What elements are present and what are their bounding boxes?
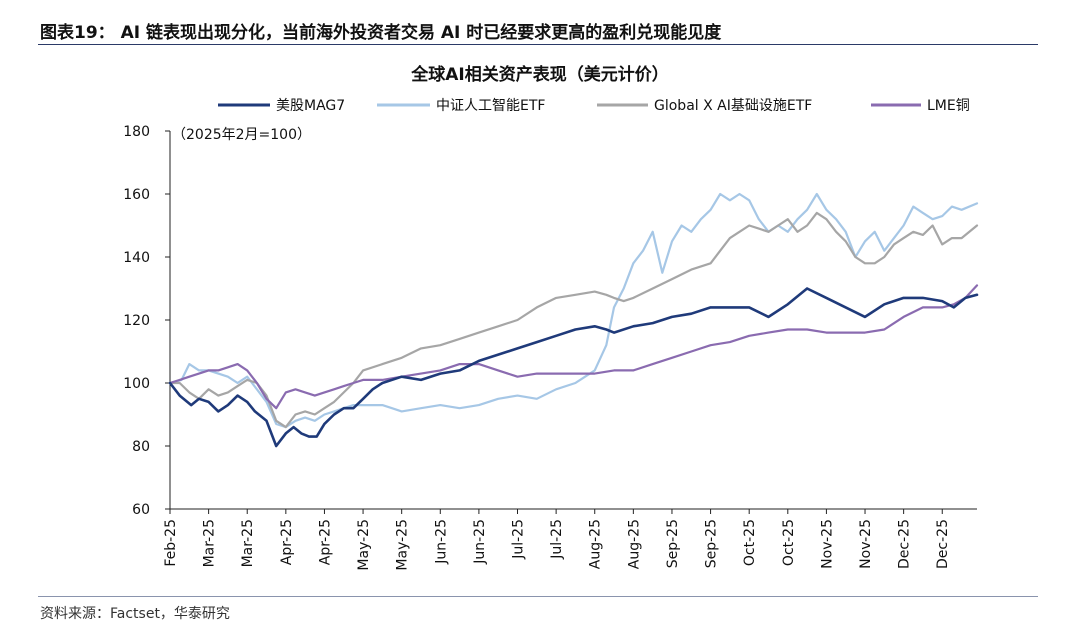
x-tick-label: Oct-25 xyxy=(781,519,797,566)
x-tick-label: Apr-25 xyxy=(279,519,295,565)
x-tick-label: Aug-25 xyxy=(626,519,642,569)
legend: 美股MAG7 中证人工智能ETF Global X AI基础设施ETF LME铜 xyxy=(218,97,970,114)
x-tick-label: Nov-25 xyxy=(858,519,874,569)
legend-label-mag7: 美股MAG7 xyxy=(276,98,345,114)
y-tick-label: 80 xyxy=(132,439,150,455)
legend-label-csi-ai-etf: 中证人工智能ETF xyxy=(436,98,545,114)
legend-item-globalx-ai-etf: Global X AI基础设施ETF xyxy=(597,97,812,114)
y-tick-label: 180 xyxy=(123,124,150,140)
x-tick-label: Sep-25 xyxy=(665,519,681,568)
y-tick-label: 100 xyxy=(123,376,150,392)
header-rule xyxy=(38,44,1038,45)
series-layer xyxy=(168,192,979,448)
footer-rule xyxy=(38,596,1038,597)
x-tick-label: Aug-25 xyxy=(588,519,604,569)
base-annotation: （2025年2月=100） xyxy=(172,127,311,143)
legend-item-mag7: 美股MAG7 xyxy=(218,98,345,114)
x-axis: Feb-25 Mar-25 Mar-25 Apr-25 Apr-25 May-25 May-… xyxy=(163,508,977,571)
x-tick-label: Mar-25 xyxy=(240,519,256,567)
x-tick-label: May-25 xyxy=(395,519,411,571)
legend-item-lme-copper: LME铜 xyxy=(871,98,970,114)
legend-item-csi-ai-etf: 中证人工智能ETF xyxy=(377,98,545,114)
y-axis: 60 80 100 120 140 160 180 xyxy=(123,124,171,518)
x-tick-label: Jun-25 xyxy=(472,519,488,565)
x-tick-label: Feb-25 xyxy=(163,519,179,567)
x-tick-label: Oct-25 xyxy=(742,519,758,566)
x-tick-label: Dec-25 xyxy=(897,519,913,569)
chart-title: 全球AI相关资产表现（美元计价） xyxy=(410,64,668,85)
x-tick-label: Mar-25 xyxy=(202,519,218,567)
x-tick-label: Sep-25 xyxy=(704,519,720,568)
y-tick-label: 140 xyxy=(123,250,150,266)
x-tick-label: May-25 xyxy=(356,519,372,571)
series-line-lme-copper xyxy=(168,284,979,410)
legend-label-lme-copper: LME铜 xyxy=(927,98,970,114)
x-tick-label: Jun-25 xyxy=(433,519,449,565)
x-tick-label: Dec-25 xyxy=(935,519,951,569)
x-tick-label: Apr-25 xyxy=(317,519,333,565)
y-tick-label: 60 xyxy=(132,502,150,518)
series-line-mag7 xyxy=(168,287,979,448)
series-line-csi-ai-etf xyxy=(168,192,979,429)
y-tick-label: 160 xyxy=(123,187,150,203)
series-line-globalx-ai-etf xyxy=(168,211,979,429)
y-tick-label: 120 xyxy=(123,313,150,329)
x-tick-label: Jul-25 xyxy=(549,519,565,560)
source-note: 资料来源：Factset，华泰研究 xyxy=(40,606,230,622)
line-chart: 全球AI相关资产表现（美元计价） 美股MAG7 中证人工智能ETF Global… xyxy=(123,64,979,571)
legend-label-globalx-ai-etf: Global X AI基础设施ETF xyxy=(654,97,812,114)
x-tick-label: Nov-25 xyxy=(819,519,835,569)
x-tick-label: Jul-25 xyxy=(511,519,527,560)
figure-title: 图表19： AI 链表现出现分化，当前海外投资者交易 AI 时已经要求更高的盈利… xyxy=(40,23,722,43)
